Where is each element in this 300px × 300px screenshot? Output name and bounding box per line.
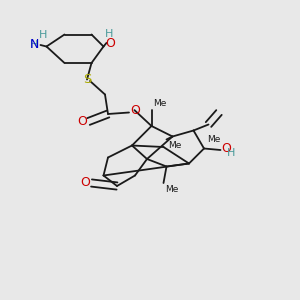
Text: N: N xyxy=(30,38,39,52)
Text: Me: Me xyxy=(153,99,166,108)
Text: Me: Me xyxy=(168,141,182,150)
Text: H: H xyxy=(30,40,39,50)
Text: S: S xyxy=(83,73,91,86)
Text: H: H xyxy=(105,29,113,39)
Text: O: O xyxy=(105,37,115,50)
Text: O: O xyxy=(80,176,90,190)
Text: H: H xyxy=(227,148,236,158)
Text: Me: Me xyxy=(165,184,178,194)
Text: H: H xyxy=(39,31,48,40)
Text: O: O xyxy=(221,142,231,155)
Text: Me: Me xyxy=(207,135,220,144)
Text: O: O xyxy=(130,104,140,118)
Text: O: O xyxy=(77,115,87,128)
